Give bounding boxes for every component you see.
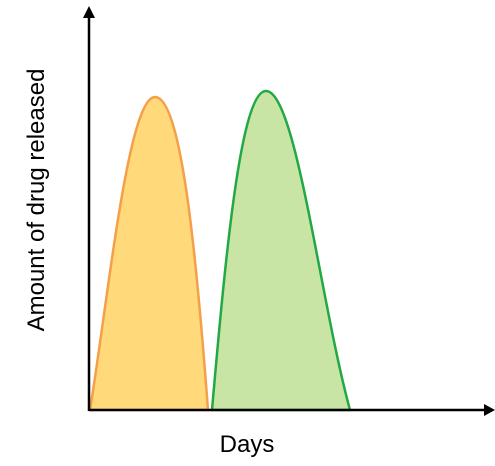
first-release-curve — [88, 95, 210, 412]
y-axis-label: Amount of drug released — [23, 69, 50, 332]
x-axis-label: Days — [220, 431, 275, 458]
second-release-curve — [210, 89, 352, 412]
y-axis-arrow — [83, 6, 95, 18]
x-axis-arrow — [484, 404, 495, 416]
